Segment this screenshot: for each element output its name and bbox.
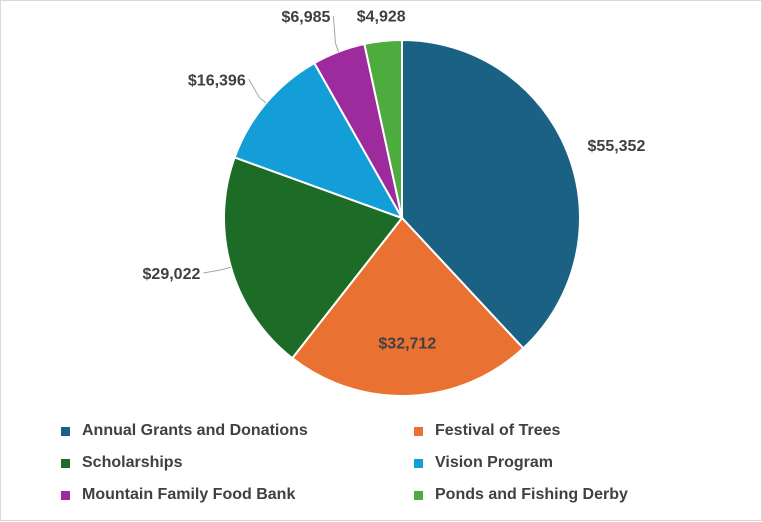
legend-swatch xyxy=(61,490,70,500)
pie-slice-festival-of-trees xyxy=(290,216,525,397)
legend-item-food-bank: Mountain Family Food Bank xyxy=(61,483,414,507)
legend-item-vision-program: Vision Program xyxy=(414,451,714,475)
legend-label: Festival of Trees xyxy=(435,422,561,439)
data-label-festival-of-trees: $32,712 xyxy=(378,335,436,352)
leader-line-scholarships xyxy=(203,266,232,274)
legend-item-annual-grants: Annual Grants and Donations xyxy=(61,419,414,443)
legend: Annual Grants and Donations Festival of … xyxy=(61,419,761,507)
pie-slices xyxy=(223,38,581,397)
legend-label: Annual Grants and Donations xyxy=(82,422,308,439)
legend-swatch xyxy=(414,490,423,500)
data-labels: $55,352 $32,712 $29,022 $16,396 $6,985 $4,928 xyxy=(143,8,646,352)
legend-swatch xyxy=(414,426,423,436)
legend-swatch xyxy=(61,458,70,468)
data-label-annual-grants: $55,352 xyxy=(588,138,646,155)
legend-item-scholarships: Scholarships xyxy=(61,451,414,475)
leader-line-vision-program xyxy=(248,79,267,104)
legend-item-fishing-derby: Ponds and Fishing Derby xyxy=(414,483,714,507)
data-label-vision-program: $16,396 xyxy=(188,72,246,89)
leader-line-food-bank xyxy=(332,15,340,52)
pie-slice-fishing-derby xyxy=(363,38,403,219)
leader-lines xyxy=(203,15,340,274)
data-label-fishing-derby: $4,928 xyxy=(357,8,406,25)
legend-item-festival-of-trees: Festival of Trees xyxy=(414,419,714,443)
pie-slice-vision-program xyxy=(233,61,405,220)
legend-label: Scholarships xyxy=(82,454,183,471)
legend-label: Vision Program xyxy=(435,454,553,471)
data-label-scholarships: $29,022 xyxy=(143,266,201,283)
legend-swatch xyxy=(414,458,423,468)
legend-label: Mountain Family Food Bank xyxy=(82,486,296,503)
data-label-food-bank: $6,985 xyxy=(281,9,330,26)
legend-swatch xyxy=(61,426,70,436)
legend-label: Ponds and Fishing Derby xyxy=(435,486,628,503)
pie-slice-scholarships xyxy=(223,156,404,360)
pie-slice-annual-grants xyxy=(401,38,581,350)
